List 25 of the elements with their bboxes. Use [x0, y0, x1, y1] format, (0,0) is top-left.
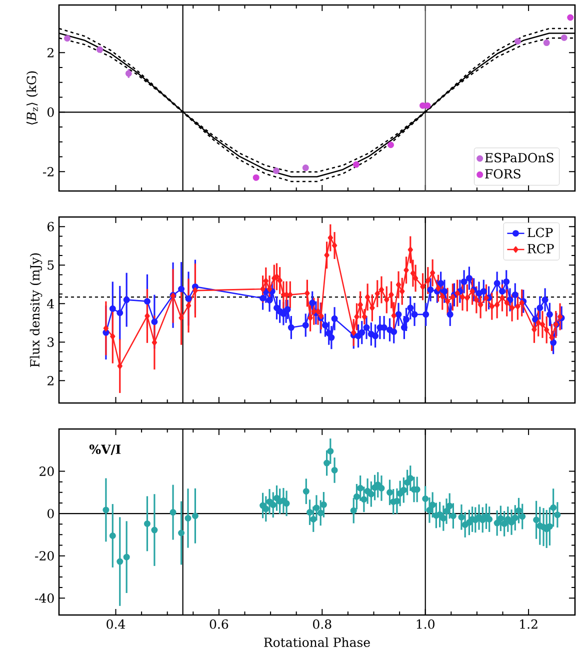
y-tick-label: 6: [48, 222, 54, 232]
x-tick-label: 0.4: [106, 619, 126, 629]
legend-label: LCP: [528, 228, 553, 238]
y-tick-label: -2: [43, 167, 54, 176]
x-axis-title: Rotational Phase: [264, 637, 370, 648]
y-tick-label: -20: [35, 551, 54, 561]
y-axis-title: ⟨B$_{z}$⟩ (kG): [26, 71, 38, 125]
y-tick-label: 5: [48, 260, 54, 270]
x-tick-label: 0.6: [210, 619, 228, 629]
x-tick-label: 0.8: [313, 619, 332, 629]
y-tick-label: 0: [48, 107, 54, 117]
y-tick-label: 2: [48, 48, 54, 58]
y-tick-label: 0: [48, 508, 54, 518]
y-tick-label: 3: [48, 337, 54, 347]
legend-label: ESPaDOnS: [485, 152, 554, 162]
x-tick-label: 1.0: [416, 619, 434, 629]
legend-label: RCP: [528, 244, 554, 254]
legend-label: FORS: [485, 169, 520, 179]
y-tick-label: 20: [40, 466, 54, 476]
y-tick-label: -40: [35, 593, 54, 603]
y-axis-title: Flux density (mJy): [30, 253, 42, 367]
y-tick-label: 4: [47, 299, 54, 308]
annotation: %V/I: [89, 444, 121, 455]
x-tick-label: 1.2: [520, 619, 538, 629]
y-tick-label: 2: [48, 376, 54, 386]
